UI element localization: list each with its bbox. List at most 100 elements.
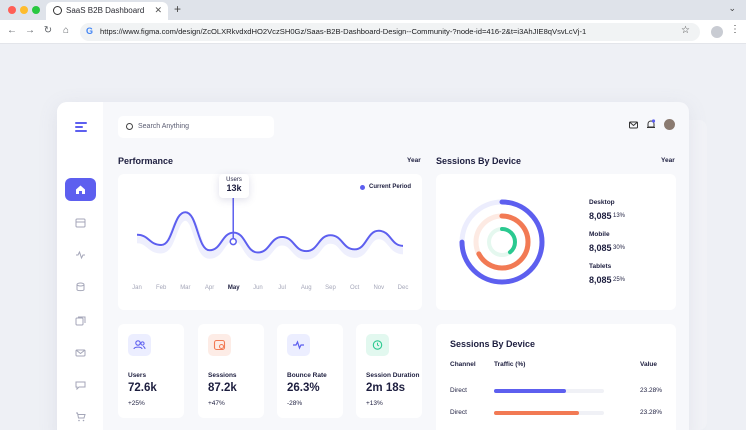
- forward-icon[interactable]: →: [25, 25, 35, 36]
- sidebar-item-messages[interactable]: [75, 380, 86, 391]
- stat-change: +25%: [128, 400, 145, 407]
- new-tab-icon[interactable]: +: [174, 2, 182, 16]
- stat-label: Sessions: [208, 372, 237, 379]
- column-header-traffic: Traffic (%): [494, 361, 526, 368]
- search-input[interactable]: Search Anything: [118, 116, 274, 138]
- url-text[interactable]: https://www.figma.com/design/ZcOLXRkvdxd…: [100, 27, 587, 36]
- traffic-bar-fill: [494, 389, 566, 393]
- minimize-window-icon[interactable]: [20, 6, 28, 14]
- performance-title: Performance: [118, 156, 174, 166]
- donut-tablets-ring: [487, 227, 517, 257]
- stat-icon-bg: [287, 334, 310, 356]
- close-tab-icon[interactable]: ✕: [154, 5, 162, 15]
- tooltip-value: 13k: [226, 183, 242, 193]
- device-desktop-label: Desktop: [589, 199, 615, 206]
- device-mobile-label: Mobile: [589, 231, 610, 238]
- stat-value: 87.2k: [208, 382, 237, 394]
- dashboard: Search Anything Performance Year Current…: [57, 102, 689, 430]
- stat-card-session-duration[interactable]: Session Duration 2m 18s +13%: [356, 324, 422, 418]
- x-tick-label: Mar: [180, 285, 191, 291]
- stat-label: Bounce Rate: [287, 372, 327, 379]
- sidebar-item-layout[interactable]: [75, 218, 86, 228]
- chat-icon: [75, 381, 86, 391]
- sidebar-item-mail[interactable]: [75, 348, 86, 358]
- activity-icon: [293, 340, 304, 350]
- device-mobile-value: 8,085: [589, 243, 612, 253]
- sidebar-item-activity[interactable]: [75, 250, 86, 260]
- google-icon: G: [86, 26, 94, 36]
- activity-icon: [76, 250, 85, 260]
- traffic-bar-fill: [494, 411, 579, 415]
- sidebar-item-cart[interactable]: [75, 412, 86, 422]
- stat-card-users[interactable]: Users 72.6k +25%: [118, 324, 184, 418]
- x-tick-label: Sep: [325, 285, 336, 291]
- cards-icon: [75, 316, 86, 326]
- x-tick-label: Dec: [397, 285, 409, 291]
- reload-icon[interactable]: ↻: [43, 25, 53, 36]
- column-header-channel: Channel: [450, 361, 476, 368]
- close-window-icon[interactable]: [8, 6, 16, 14]
- sessions-range-select[interactable]: Year: [661, 157, 675, 164]
- stat-label: Users: [128, 372, 147, 379]
- stat-change: +13%: [366, 400, 383, 407]
- notification-bell-icon[interactable]: [646, 119, 656, 130]
- donut-mobile-ring: [473, 213, 531, 271]
- performance-range-select[interactable]: Year: [407, 157, 421, 164]
- device-mobile-pct: 30%: [613, 245, 626, 251]
- chart-legend-label: Current Period: [369, 184, 412, 190]
- home-icon: [76, 185, 85, 194]
- tab-title: SaaS B2B Dashboard: [66, 6, 145, 15]
- device-desktop-value: 8,085: [589, 211, 612, 221]
- sidebar-item-home[interactable]: [65, 178, 96, 201]
- browser-tab[interactable]: SaaS B2B Dashboard ✕: [46, 2, 168, 20]
- user-avatar[interactable]: [664, 119, 675, 130]
- search-placeholder: Search Anything: [138, 123, 189, 130]
- stat-change: +47%: [208, 400, 225, 407]
- sidebar: [57, 102, 103, 430]
- stat-icon-bg: [208, 334, 231, 356]
- background-card-shadow: [689, 120, 707, 430]
- browser-menu-icon[interactable]: ⋮: [730, 24, 740, 35]
- row-channel: Direct: [450, 409, 467, 416]
- row-value: 23.28%: [640, 409, 663, 416]
- stat-card-sessions[interactable]: Sessions 87.2k +47%: [198, 324, 264, 418]
- search-icon: [126, 123, 133, 130]
- bookmark-star-icon[interactable]: ☆: [681, 25, 690, 36]
- mail-icon: [75, 349, 86, 357]
- browser-tab-bar: SaaS B2B Dashboard ✕ + ⌄: [0, 0, 746, 20]
- traffic-bar-track: [494, 389, 604, 393]
- tab-list-chevron-icon[interactable]: ⌄: [728, 3, 736, 13]
- back-icon[interactable]: ←: [7, 25, 17, 36]
- x-tick-label: Aug: [300, 285, 312, 291]
- stat-value: 26.3%: [287, 382, 320, 394]
- x-tick-label: May: [227, 285, 240, 291]
- maximize-window-icon[interactable]: [32, 6, 40, 14]
- stat-icon-bg: [128, 334, 151, 356]
- device-tablets-label: Tablets: [589, 263, 612, 270]
- users-icon: [133, 340, 146, 350]
- x-tick-label: Oct: [349, 285, 360, 291]
- x-tick-label: Jan: [132, 285, 142, 291]
- stat-change: -28%: [287, 400, 303, 407]
- sessions-donut-chart: [459, 199, 545, 285]
- sidebar-item-cards[interactable]: [75, 316, 86, 326]
- home-icon[interactable]: ⌂: [62, 25, 70, 36]
- x-tick-label: Nov: [373, 285, 385, 291]
- device-tablets-pct: 25%: [613, 277, 626, 283]
- x-tick-label: Jul: [278, 285, 286, 291]
- x-tick-label: Apr: [204, 285, 215, 291]
- sessions-device-title: Sessions By Device: [436, 156, 522, 166]
- profile-avatar[interactable]: [711, 26, 723, 38]
- cart-icon: [76, 412, 86, 422]
- mail-icon[interactable]: [629, 121, 638, 129]
- column-header-value: Value: [640, 361, 657, 368]
- x-tick-label: Feb: [156, 285, 167, 291]
- address-bar[interactable]: G https://www.figma.com/design/ZcOLXRkvd…: [80, 23, 700, 41]
- sidebar-item-database[interactable]: [75, 282, 86, 292]
- row-channel: Direct: [450, 387, 467, 394]
- menu-icon[interactable]: [75, 122, 87, 134]
- stat-card-bounce-rate[interactable]: Bounce Rate 26.3% -28%: [277, 324, 343, 418]
- donut-desktop-ring: [459, 199, 545, 285]
- device-tablets-value: 8,085: [589, 275, 612, 285]
- sessions-table-title: Sessions By Device: [450, 339, 536, 349]
